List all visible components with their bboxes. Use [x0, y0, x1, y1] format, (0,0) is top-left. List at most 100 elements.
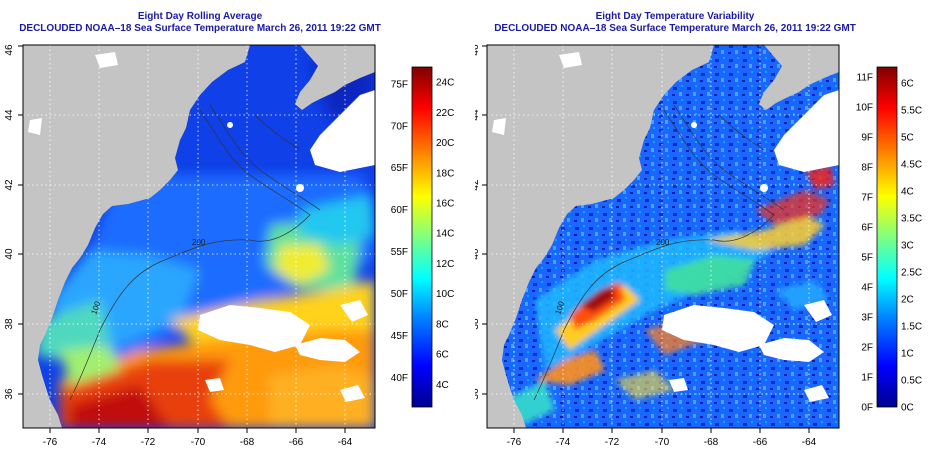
x-tick-label: -66 — [289, 437, 304, 448]
colorbar-label: 11F — [857, 73, 874, 84]
colorbar-fahrenheit-labels: 40F 45F 50F 55F 60F 65F 70F 75F — [391, 79, 408, 384]
colorbar-label: 8C — [436, 319, 449, 330]
bathymetry-contours — [69, 104, 321, 401]
x-tick-label: -74 — [556, 437, 571, 448]
cloud-mask — [28, 52, 375, 402]
map-subtitle: DECLOUDED NOAA–18 Sea Surface Temperatur… — [494, 23, 856, 34]
map-frame — [22, 44, 376, 429]
colorbar — [411, 66, 433, 408]
nova-scotia-land — [295, 45, 375, 110]
colorbar-celsius-labels: 0C 0.5C 1C 1.5C 2C 2.5C 3C 3.5C 4C 4.5C … — [901, 79, 922, 414]
colorbar-label: 10F — [856, 103, 873, 114]
colorbar-label: 4.5C — [901, 160, 922, 171]
colorbar-label: 60F — [391, 205, 408, 216]
colorbar-label: 5.5C — [901, 106, 922, 117]
grid-lines — [487, 45, 839, 428]
sst-average-map-area: 100 200 — [23, 45, 375, 428]
colorbar-label: 75F — [391, 79, 408, 90]
colorbar-label: 65F — [391, 163, 408, 174]
sst-average-panel: Eight Day Rolling Average DECLOUDED NOAA… — [4, 11, 454, 448]
colorbar-label: 45F — [391, 331, 408, 342]
colorbar-fahrenheit-labels: 0F 1F 2F 3F 4F 5F 6F 7F 8F 9F 10F 11F — [856, 73, 873, 414]
y-tick-label: 46 — [475, 44, 481, 56]
colorbar-label: 6C — [436, 350, 449, 361]
contour-label: 100 — [89, 300, 102, 316]
x-tick-label: -76 — [507, 437, 522, 448]
map-subtitle: DECLOUDED NOAA–18 Sea Surface Temperatur… — [19, 23, 381, 34]
x-axis-ticks — [513, 428, 810, 433]
y-tick-label: 44 — [4, 109, 15, 121]
y-tick-label: 46 — [4, 44, 15, 56]
land-mass — [487, 45, 714, 428]
colorbar-label: 7F — [861, 193, 873, 204]
y-tick-label: 42 — [475, 179, 481, 191]
y-axis-ticks — [482, 45, 487, 395]
colorbar-label: 2F — [861, 343, 873, 354]
x-tick-label: -64 — [338, 437, 353, 448]
colorbar-label: 4C — [436, 380, 449, 391]
sst-average-figure: 100 200 -76 -74 -72 -70 -68 -66 -64 — [4, 44, 454, 448]
colorbar-label: 3F — [861, 313, 873, 324]
colorbar-label: 5F — [861, 253, 873, 264]
colorbar-label: 12C — [436, 259, 454, 270]
y-tick-label: 40 — [475, 248, 481, 260]
colorbar-label: 6C — [901, 79, 914, 90]
colorbar-label: 1C — [901, 349, 914, 360]
y-axis-ticks — [18, 45, 23, 395]
colorbar-label: 50F — [391, 289, 408, 300]
colorbar — [876, 66, 898, 408]
variability-field — [505, 165, 835, 428]
contour-label: 200 — [192, 238, 206, 247]
colorbar-label: 20C — [436, 138, 454, 149]
colorbar-label: 6F — [861, 223, 873, 234]
colorbar-label: 1F — [861, 373, 873, 384]
colorbar-label: 18C — [436, 168, 454, 179]
colorbar-label: 22C — [436, 108, 454, 119]
grid-lines — [23, 45, 375, 428]
colorbar-label: 14C — [436, 229, 454, 240]
colorbar-label: 2C — [901, 295, 914, 306]
map-title: Eight Day Rolling Average — [137, 11, 263, 22]
y-axis-labels: 36 38 40 42 44 46 — [475, 44, 481, 400]
y-axis-labels: 36 38 40 42 44 46 — [4, 44, 15, 400]
x-axis-labels: -76 -74 -72 -70 -68 -66 -64 — [43, 437, 353, 448]
y-tick-label: 36 — [475, 388, 481, 400]
colorbar-label: 0C — [901, 403, 914, 414]
x-tick-label: -70 — [655, 437, 670, 448]
colorbar-label: 3.5C — [901, 214, 922, 225]
cloud-mask — [492, 52, 839, 402]
sst-variability-map-area: 100 200 — [487, 45, 839, 428]
colorbar-label: 0F — [861, 403, 873, 414]
x-tick-label: -64 — [802, 437, 817, 448]
colorbar-label: 10C — [436, 289, 454, 300]
colorbar-label: 4F — [861, 283, 873, 294]
colorbar-label: 8F — [861, 163, 873, 174]
colorbar-celsius-labels: 4C 6C 8C 10C 12C 14C 16C 18C 20C 22C 24C — [436, 78, 454, 391]
x-axis-ticks — [49, 428, 346, 433]
y-tick-label: 42 — [4, 179, 15, 191]
colorbar-label: 24C — [436, 78, 454, 89]
land-mass — [23, 45, 250, 428]
x-tick-label: -72 — [605, 437, 620, 448]
x-tick-label: -66 — [753, 437, 768, 448]
colorbar-label: 0.5C — [901, 376, 922, 387]
y-tick-label: 38 — [4, 318, 15, 330]
colorbar-label: 3C — [901, 241, 914, 252]
y-tick-label: 38 — [475, 318, 481, 330]
y-tick-label: 40 — [4, 248, 15, 260]
x-tick-label: -68 — [704, 437, 719, 448]
bathymetry-contours — [533, 104, 785, 401]
y-tick-label: 36 — [4, 388, 15, 400]
map-frame — [486, 44, 840, 429]
x-tick-label: -72 — [141, 437, 156, 448]
x-tick-label: -76 — [43, 437, 58, 448]
x-axis-labels: -76 -74 -72 -70 -68 -66 -64 — [507, 437, 817, 448]
colorbar-label: 70F — [391, 121, 408, 132]
colorbar-label: 55F — [391, 247, 408, 258]
nova-scotia-land — [759, 45, 839, 110]
contour-label: 200 — [656, 238, 670, 247]
colorbar-label: 4C — [901, 187, 914, 198]
colorbar-label: 2.5C — [901, 268, 922, 279]
colorbar-label: 16C — [436, 199, 454, 210]
colorbar-label: 1.5C — [901, 322, 922, 333]
